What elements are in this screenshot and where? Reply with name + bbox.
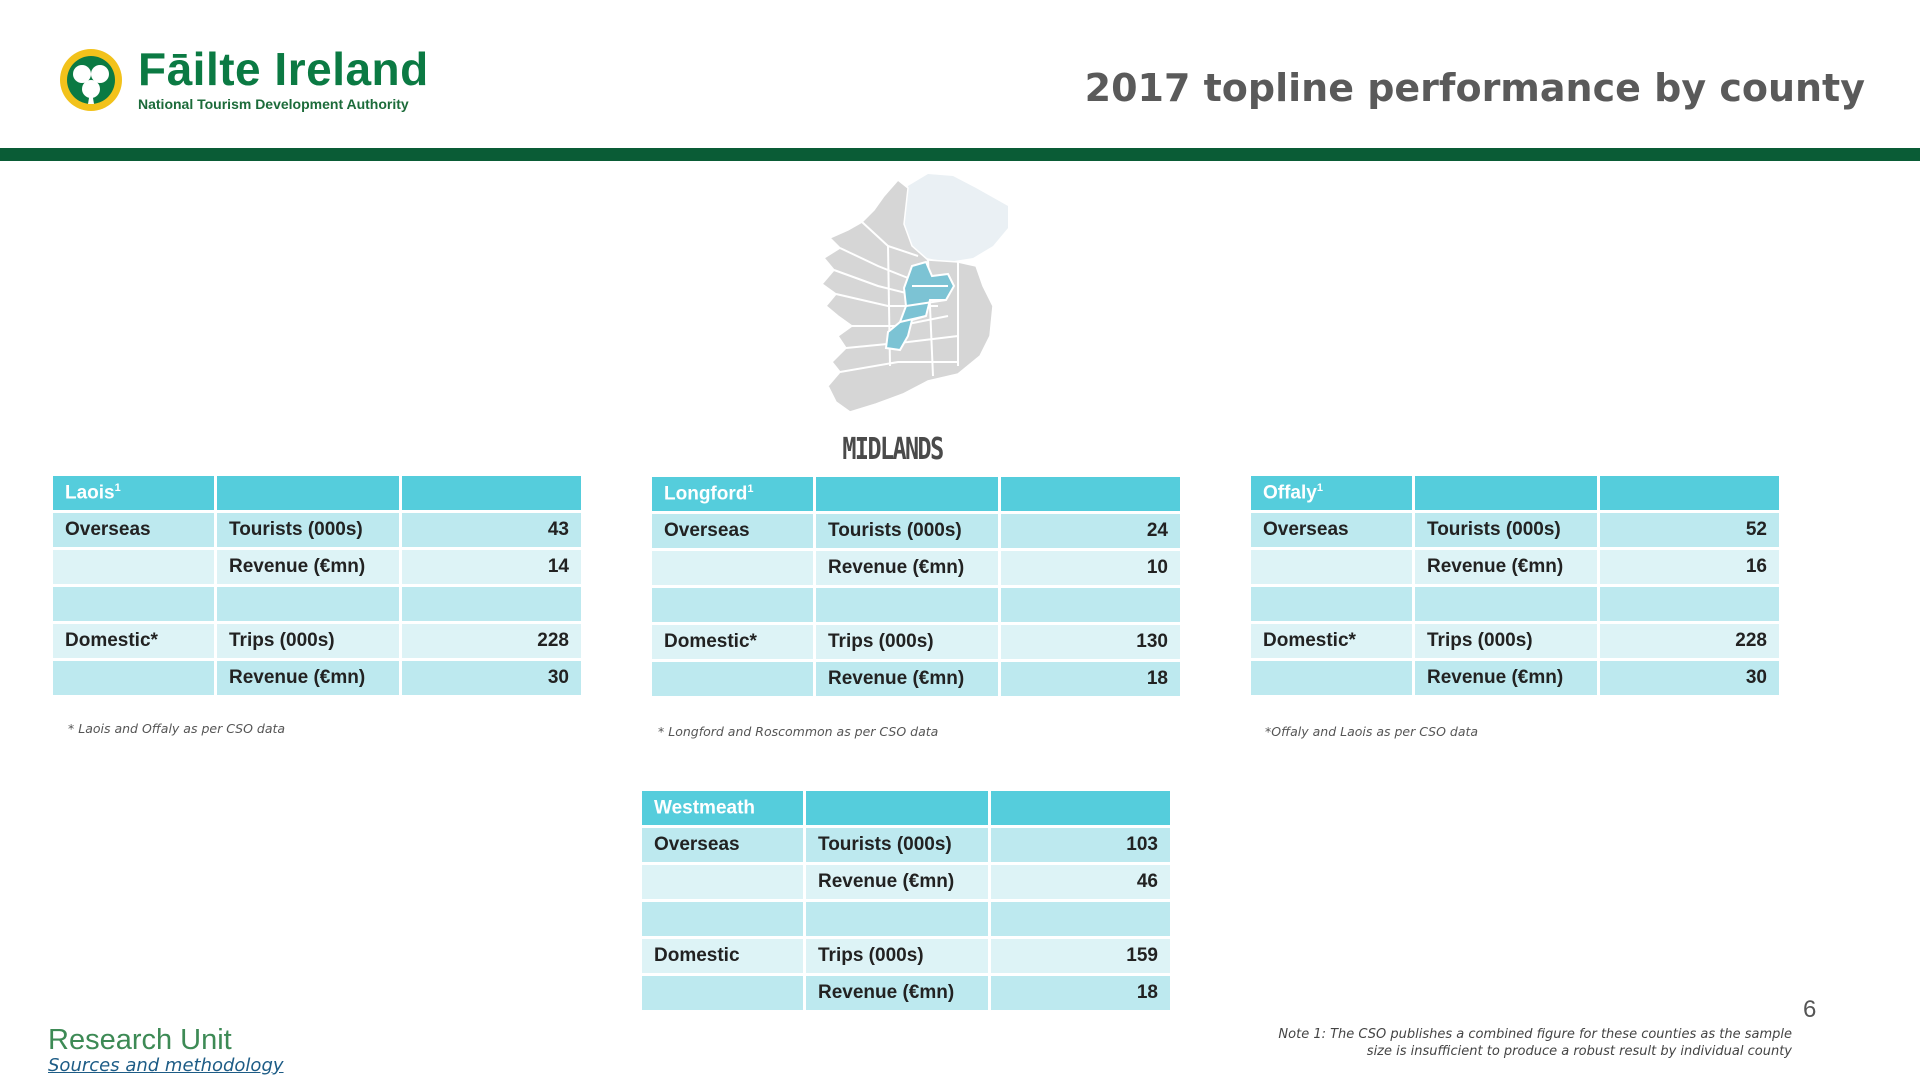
table-header-row: Westmeath (642, 791, 1170, 825)
county-name-cell: Offaly1 (1251, 476, 1412, 510)
county-table-laois: Laois1 Overseas Tourists (000s) 43 Revenue… (50, 473, 584, 698)
footnote-marker: 1 (1316, 481, 1323, 494)
midlands-county-borders (899, 285, 948, 323)
page-number: 6 (1803, 996, 1817, 1023)
cso-note: Note 1: The CSO publishes a combined fig… (1278, 1026, 1792, 1060)
county-table-westmeath: Westmeath Overseas Tourists (000s) 103 Rev… (639, 788, 1173, 1013)
table-row: Domestic* Trips (000s) 228 (1251, 624, 1779, 658)
offaly-footnote: *Offaly and Laois as per CSO data (1265, 724, 1479, 739)
county-name: Laois (65, 482, 115, 504)
table-row: Revenue (€mn) 46 (642, 865, 1170, 899)
table-row: Revenue (€mn) 30 (1251, 661, 1779, 695)
county-name-cell: Longford1 (652, 477, 813, 511)
brand-name: Fāilte Ireland (138, 43, 429, 95)
ireland-midlands-map (820, 174, 1008, 413)
brand-subtitle: National Tourism Development Authority (138, 96, 409, 112)
county-name-cell: Laois1 (53, 476, 214, 510)
table-row: Overseas Tourists (000s) 24 (652, 514, 1180, 548)
table-row: Revenue (€mn) 18 (652, 662, 1180, 696)
page-title: 2017 topline performance by county (1084, 66, 1865, 110)
failte-ireland-logo: Fāilte Ireland National Tourism Developm… (58, 42, 478, 122)
table-row: Domestic* Trips (000s) 228 (53, 624, 581, 658)
sources-methodology-link[interactable]: Sources and methodology (48, 1055, 284, 1076)
table-row: Domestic* Trips (000s) 130 (652, 625, 1180, 659)
laois-footnote: * Laois and Offaly as per CSO data (68, 721, 286, 736)
county-table-offaly: Offaly1 Overseas Tourists (000s) 52 Revenu… (1248, 473, 1782, 698)
region-label: MIDLANDS (842, 432, 944, 467)
northern-ireland-shape (903, 174, 1008, 262)
table-row (642, 902, 1170, 936)
footnote-marker: 1 (114, 481, 121, 494)
table-row: Overseas Tourists (000s) 103 (642, 828, 1170, 862)
county-name: Longford (664, 483, 748, 505)
table-row (1251, 587, 1779, 621)
table-row: Revenue (€mn) 30 (53, 661, 581, 695)
table-header-row: Longford1 (652, 477, 1180, 511)
table-row: Revenue (€mn) 10 (652, 551, 1180, 585)
county-name: Westmeath (654, 797, 756, 819)
county-name-cell: Westmeath (642, 791, 803, 825)
footnote-marker: 1 (747, 482, 754, 495)
table-row: Domestic Trips (000s) 159 (642, 939, 1170, 973)
shamrock-logo-icon (60, 49, 122, 111)
county-table-longford: Longford1 Overseas Tourists (000s) 24 Reve… (649, 474, 1183, 699)
table-header-row: Offaly1 (1251, 476, 1779, 510)
table-row: Revenue (€mn) 14 (53, 550, 581, 584)
cso-note-line-2: size is insufficient to produce a robust… (1366, 1044, 1792, 1059)
table-row (652, 588, 1180, 622)
research-unit-label: Research Unit (48, 1024, 232, 1056)
table-row: Revenue (€mn) 18 (642, 976, 1170, 1010)
county-name: Offaly (1263, 482, 1317, 504)
table-row: Overseas Tourists (000s) 43 (53, 513, 581, 547)
longford-footnote: * Longford and Roscommon as per CSO data (658, 724, 939, 739)
cso-note-line-1: Note 1: The CSO publishes a combined fig… (1278, 1027, 1792, 1042)
table-row (53, 587, 581, 621)
table-row: Revenue (€mn) 16 (1251, 550, 1779, 584)
table-header-row: Laois1 (53, 476, 581, 510)
slide-header: Fāilte Ireland National Tourism Developm… (0, 0, 1920, 148)
header-divider (0, 148, 1920, 161)
table-row: Overseas Tourists (000s) 52 (1251, 513, 1779, 547)
